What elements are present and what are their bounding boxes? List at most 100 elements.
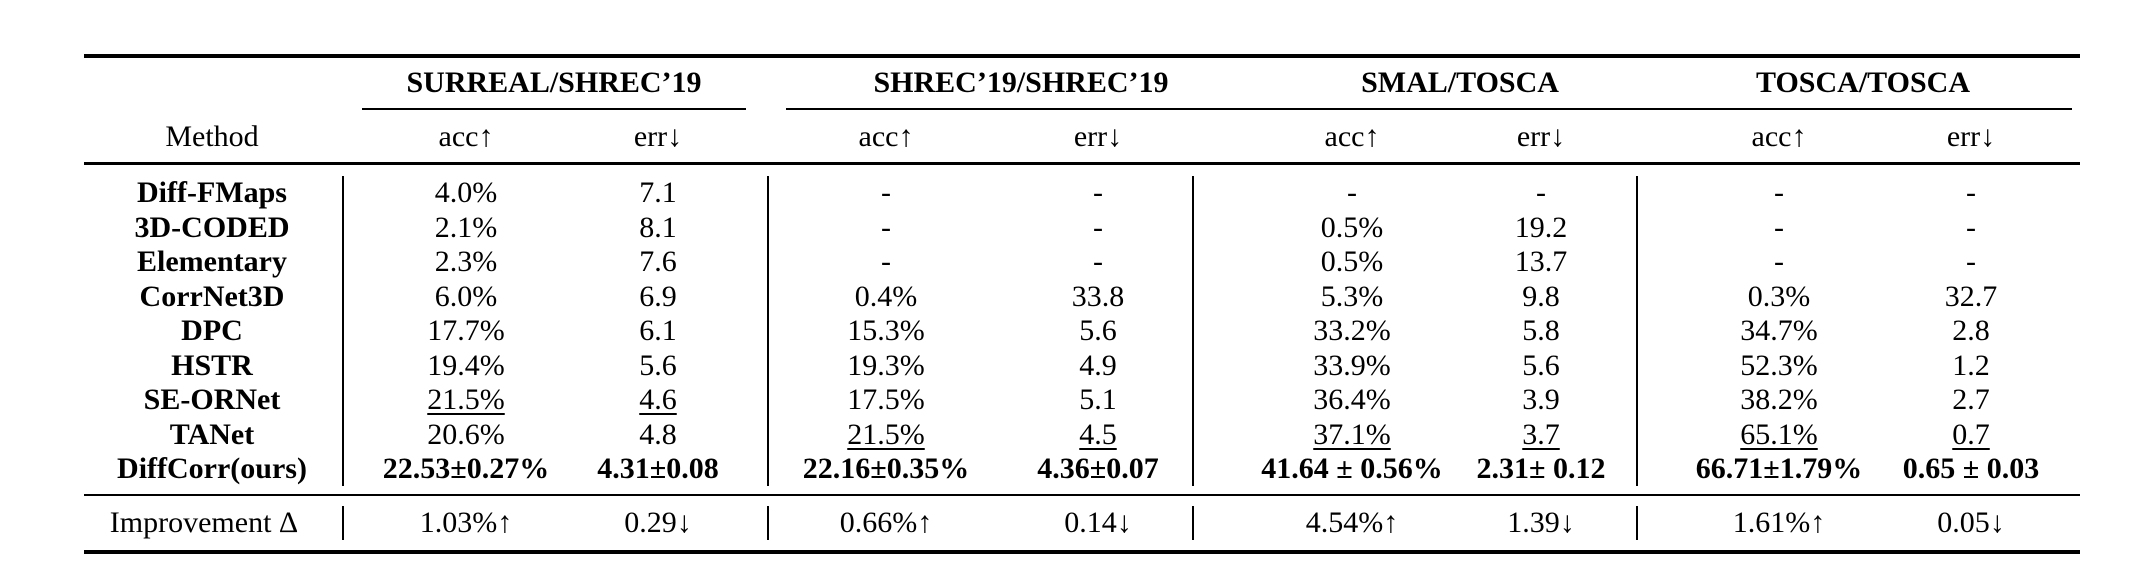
table-cell: 6.9 (639, 279, 677, 313)
vsep-imp-method (342, 506, 344, 540)
table-cell: 0.3% (1747, 279, 1811, 313)
table-cell: 4.9 (1079, 348, 1117, 382)
vsep-imp-3 (1636, 506, 1638, 540)
improvement-cell: 1.39↓ (1507, 506, 1575, 539)
body-bottom-rule (84, 494, 2080, 496)
improvement-cell: 0.14↓ (1064, 506, 1132, 539)
table-cell: - (1093, 245, 1103, 278)
table-cell: 7.6 (639, 245, 677, 278)
table-cell: 4.5 (1079, 417, 1117, 451)
method-name: Diff-FMaps (137, 176, 287, 209)
table-cell: - (1966, 176, 1976, 209)
table-cell: 65.1% (1740, 417, 1818, 451)
table-cell: - (881, 176, 891, 209)
table-cell: 20.6% (427, 417, 505, 451)
table-cell: 5.8 (1522, 314, 1560, 347)
subheader: acc↑ (1751, 120, 1807, 153)
table-cell: 3.7 (1522, 417, 1560, 451)
table-cell: 17.5% (847, 383, 925, 416)
table-cell: 9.8 (1522, 279, 1560, 313)
table-cell: - (881, 245, 891, 278)
table-cell: - (1774, 176, 1784, 209)
method-name: DiffCorr(ours) (117, 452, 307, 485)
method-name: HSTR (171, 348, 253, 382)
group-rule-3 (1212, 108, 1708, 110)
method-name: 3D-CODED (134, 210, 290, 244)
table-cell: 0.5% (1320, 210, 1384, 244)
table-cell: 5.6 (1079, 314, 1117, 347)
table-cell: 41.64 ± 0.56% (1261, 452, 1443, 485)
bottom-rule (84, 550, 2080, 554)
table-cell: 19.3% (847, 348, 925, 382)
group-rule-4 (1654, 108, 2072, 110)
improvement-cell: 0.66%↑ (839, 506, 933, 539)
table-cell: 2.1% (434, 210, 498, 244)
table-cell: 33.2% (1313, 314, 1391, 347)
method-name: CorrNet3D (139, 279, 285, 313)
group-header: SMAL/TOSCA (1361, 66, 1559, 99)
vsep-method (342, 176, 344, 486)
table-cell: 33.8 (1071, 279, 1125, 313)
group-header: SHREC’19/SHREC’19 (873, 66, 1169, 99)
group-header: TOSCA/TOSCA (1756, 66, 1970, 99)
table-cell: 15.3% (847, 314, 925, 347)
table-cell: - (881, 210, 891, 244)
table-cell: 3.9 (1522, 383, 1560, 416)
table-cell: 21.5% (847, 417, 925, 451)
subheader: err↓ (1516, 120, 1566, 153)
table-cell: 4.0% (434, 176, 498, 209)
table-cell: 1.2 (1952, 348, 1990, 382)
table-cell: - (1966, 210, 1976, 244)
table-cell: 22.53±0.27% (382, 452, 550, 485)
table-cell: 2.8 (1952, 314, 1990, 347)
table-cell: 6.1 (639, 314, 677, 347)
table-cell: 2.7 (1952, 383, 1990, 416)
vsep-group-1 (767, 176, 769, 486)
subheader: err↓ (633, 120, 683, 153)
table-cell: 52.3% (1740, 348, 1818, 382)
group-rule-2 (786, 108, 1256, 110)
method-name: SE-ORNet (143, 383, 281, 416)
improvement-cell: 1.03%↑ (419, 506, 513, 539)
table-cell: 4.6 (639, 383, 677, 416)
table-cell: 37.1% (1313, 417, 1391, 451)
table-cell: 19.4% (427, 348, 505, 382)
table-cell: 2.3% (434, 245, 498, 278)
improvement-cell: 0.05↓ (1937, 506, 2005, 539)
group-rule-1 (362, 108, 746, 110)
table-cell: 4.36±0.07 (1037, 452, 1159, 485)
subheader: acc↑ (858, 120, 914, 153)
subheader: acc↑ (438, 120, 494, 153)
table-cell: 22.16±0.35% (802, 452, 970, 485)
vsep-imp-1 (767, 506, 769, 540)
table-cell: - (1347, 176, 1357, 209)
table-cell: 34.7% (1740, 314, 1818, 347)
table-cell: 17.7% (427, 314, 505, 347)
table-cell: 4.8 (639, 417, 677, 451)
table-cell: 5.3% (1320, 279, 1384, 313)
table-cell: 4.31±0.08 (597, 452, 719, 485)
subheader: acc↑ (1324, 120, 1380, 153)
table-cell: - (1774, 245, 1784, 278)
improvement-label: Improvement Δ (109, 506, 299, 539)
table-cell: - (1093, 210, 1103, 244)
table-cell: - (1774, 210, 1784, 244)
table-cell: 66.71±1.79% (1695, 452, 1863, 485)
method-name: TANet (169, 417, 255, 451)
subheader: err↓ (1073, 120, 1123, 153)
table-cell: 19.2 (1514, 210, 1568, 244)
table-cell: 5.1 (1079, 383, 1117, 416)
table-cell: 6.0% (434, 279, 498, 313)
improvement-cell: 0.29↓ (624, 506, 692, 539)
table-cell: 5.6 (1522, 348, 1560, 382)
table-cell: - (1093, 176, 1103, 209)
group-header: SURREAL/SHREC’19 (406, 66, 702, 99)
table-cell: 0.7 (1952, 417, 1990, 451)
table-cell: 21.5% (427, 383, 505, 416)
method-header: Method (165, 120, 259, 153)
table-cell: 0.65 ± 0.03 (1902, 452, 2040, 485)
table-cell: 0.5% (1320, 245, 1384, 278)
table-cell: 2.31± 0.12 (1476, 452, 1606, 485)
table-cell: 13.7 (1514, 245, 1568, 278)
method-name: DPC (181, 314, 243, 347)
